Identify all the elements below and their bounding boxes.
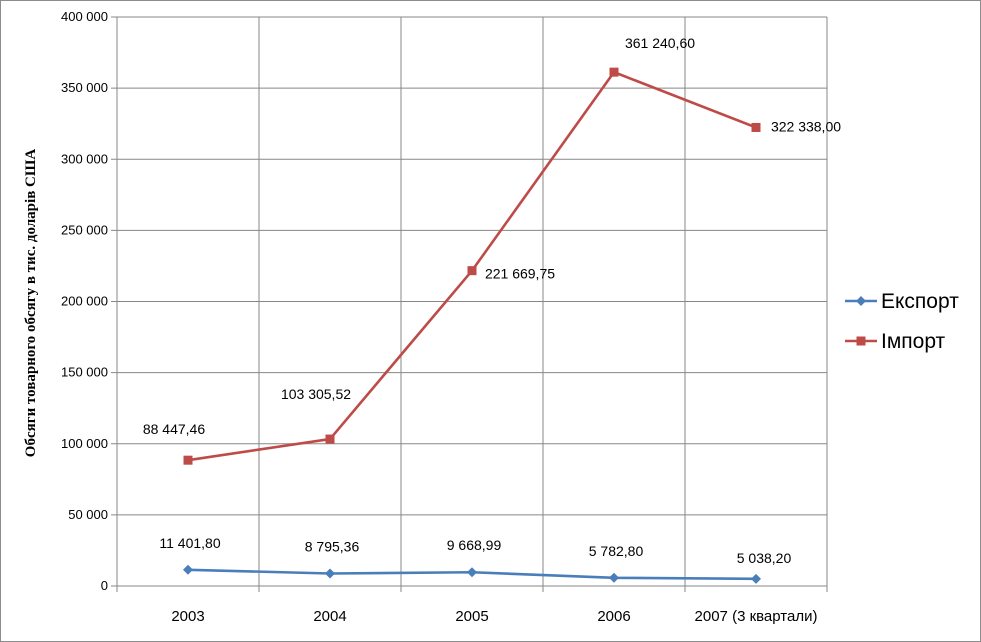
y-tick-label: 100 000 — [61, 436, 108, 451]
x-tick-label: 2007 (3 квартали) — [695, 608, 818, 625]
data-label: 361 240,60 — [625, 35, 695, 51]
legend-label: Експорт — [881, 290, 959, 313]
data-point-marker — [609, 572, 619, 583]
x-tick-label: 2004 — [313, 608, 346, 625]
y-tick-label: 400 000 — [61, 9, 108, 24]
axes: 0 50 000 100 000 150 000 200 000 250 000 300 0… — [61, 9, 828, 625]
data-point-marker — [467, 567, 477, 578]
data-point-marker — [325, 434, 335, 444]
data-point-marker — [751, 573, 761, 584]
data-point-marker — [609, 67, 619, 77]
x-tick-label: 2003 — [171, 608, 204, 625]
legend-marker — [856, 336, 866, 346]
data-label: 8 795,36 — [305, 538, 360, 554]
data-label: 5 038,20 — [737, 550, 792, 566]
y-tick-label: 150 000 — [61, 365, 108, 380]
series-line-import — [187, 70, 757, 462]
data-label: 322 338,00 — [771, 118, 841, 134]
data-point-marker — [751, 122, 761, 132]
data-point-marker — [183, 564, 193, 575]
data-label: 88 447,46 — [143, 421, 205, 437]
data-label: 5 782,80 — [589, 543, 644, 559]
data-point-marker — [183, 455, 193, 465]
y-tick-label: 0 — [101, 578, 108, 593]
series-plot — [183, 67, 761, 584]
y-tick-label: 200 000 — [61, 294, 108, 309]
y-tick-label: 250 000 — [61, 222, 108, 237]
x-tick-label: 2005 — [455, 608, 488, 625]
data-point-marker — [325, 568, 335, 579]
legend: Експорт Імпорт — [845, 290, 959, 353]
legend-label: Імпорт — [881, 330, 946, 353]
data-label: 221 669,75 — [485, 266, 555, 282]
data-labels: 11 401,80 8 795,36 9 668,99 5 782,80 5 038,2… — [143, 35, 841, 566]
legend-marker — [856, 296, 866, 306]
y-tick-label: 50 000 — [68, 507, 108, 522]
data-point-marker — [467, 266, 477, 276]
x-tick-label: 2006 — [597, 608, 630, 625]
y-axis-title: Обсяги товарного обсягу в тис. доларів С… — [23, 149, 39, 458]
gridlines — [117, 16, 828, 586]
y-tick-label: 300 000 — [61, 151, 108, 166]
y-tick-label: 350 000 — [61, 80, 108, 95]
data-label: 11 401,80 — [159, 535, 220, 551]
data-label: 103 305,52 — [281, 386, 351, 402]
data-label: 9 668,99 — [447, 537, 502, 553]
